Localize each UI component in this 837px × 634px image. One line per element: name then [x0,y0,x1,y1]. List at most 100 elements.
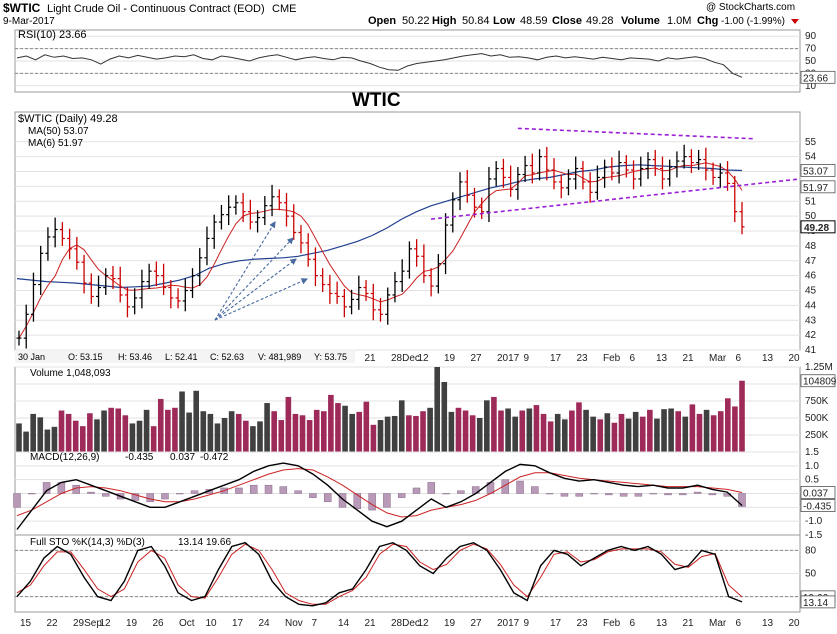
volume-bar [398,400,405,452]
watermark: @ StockCharts.com [706,2,795,13]
macd-histogram-bar [501,479,510,494]
macd-title: MACD(12,26,9) [30,452,99,463]
bottom-x-tick: 9 [524,618,530,629]
bottom-x-tick: 12 [418,618,430,629]
macd-signal-value: 0.037 [170,452,195,463]
volume-bar [413,415,419,452]
volume-bar [370,424,377,452]
annotation-arrow [214,278,309,321]
sto-k-value: 13.14 [178,537,203,548]
volume-bar [611,422,618,452]
macd-histogram-bar [102,493,110,497]
macd-histogram-bar [131,493,140,501]
price-x-tick: 12 [418,353,430,364]
macd-signal-current: 0.037 [803,488,828,499]
volume-bar [725,398,731,452]
close-value: 49.28 [586,15,614,27]
bottom-x-tick: 23 [577,618,589,629]
volume-bar [703,409,710,452]
price-y-tick: 45 [805,286,817,297]
volume-bar [448,411,455,452]
macd-histogram-bar [664,493,672,496]
bottom-x-tick: Feb [603,618,621,629]
macd-histogram-bar [13,493,21,508]
wtic-annotation: WTIC [352,90,401,111]
volume-bar [221,418,228,452]
annotation-arrow [214,258,297,321]
sto-y-tick: 50 [805,569,817,580]
volume-bar [420,411,426,452]
volume-bar [51,426,58,452]
bottom-x-tick: 28Dec [391,618,420,629]
volume-bar [689,404,696,452]
sto-k-current-box [800,595,836,609]
macd-histogram-bar [146,493,154,503]
volume-bar [143,409,150,452]
volume-bar [484,400,490,452]
chart-instrument-name: Light Crude Oil - Continuous Contract (E… [47,3,265,15]
bottom-x-tick: 19 [126,618,138,629]
bottom-x-tick: 22 [47,618,59,629]
volume-bar [108,407,114,452]
volume-bar [639,416,646,452]
price-y-tick: 44 [805,300,817,311]
ma50-current-value-box [800,164,836,177]
volume-bar [455,407,462,452]
macd-histogram-bar [605,493,613,496]
macd-histogram-bar [575,493,583,497]
volume-bar [122,415,129,452]
info-low: L: 52.41 [165,352,198,362]
macd-signal-line [16,468,743,518]
price-y-tick: 43 [805,315,817,326]
bottom-x-tick: 12 [100,618,112,629]
high-value: 50.84 [462,15,490,27]
rsi-y-tick: 10 [805,81,817,92]
sto-k-line [16,541,743,607]
volume-bar [710,415,717,452]
volume-bar [65,413,72,452]
volume-bar [654,418,660,452]
info-bar-background [15,350,355,363]
chg-value: -1.00 (-1.99%) [721,16,785,27]
volume-bar [717,411,724,452]
macd-histogram-bar [531,486,539,494]
volume-value: 1.0M [667,15,691,27]
macd-histogram-bar [738,493,746,507]
bottom-x-tick: 26 [153,618,165,629]
macd-histogram-bar [264,484,273,494]
sto-title: Full STO %K(14,3) %D(3) [30,537,145,548]
lower-trendline [431,178,801,220]
macd-histogram-bar [249,484,258,494]
volume-bar [271,411,277,452]
volume-bar [264,403,270,452]
macd-histogram-bar [309,493,317,498]
ohlc-summary: Open 50.22 High 50.84 Low 48.59 Close 49… [368,15,799,27]
volume-bar [569,410,575,452]
bottom-x-tick: 29Sep [73,618,102,629]
sto-k-current: 13.14 [803,598,828,609]
volume-bar [207,413,214,452]
volume-bar [37,417,44,452]
price-y-tick: 41 [805,345,817,356]
volume-bar [661,409,667,452]
open-value: 50.22 [402,15,430,27]
macd-histogram-bar [427,482,436,494]
volume-bar [377,420,384,452]
volume-current-value-box [800,374,836,388]
volume-y-tick: 750K [805,396,829,407]
ma6-current-value: 51.97 [803,183,828,194]
bottom-x-tick: 2017 [497,618,520,629]
macd-histogram-bar [634,493,643,497]
rsi-current-value: 23.66 [803,73,828,84]
price-y-tick: 47 [805,256,817,267]
macd-histogram-bar [279,486,288,494]
macd-histogram-bar [679,493,687,496]
macd-histogram-bar [442,493,450,495]
volume-bar [533,405,540,452]
volume-bar [462,410,469,452]
bottom-x-tick: 13 [762,618,774,629]
volume-bar [406,415,412,452]
volume-bar [179,391,185,452]
high-label: High [432,15,457,27]
